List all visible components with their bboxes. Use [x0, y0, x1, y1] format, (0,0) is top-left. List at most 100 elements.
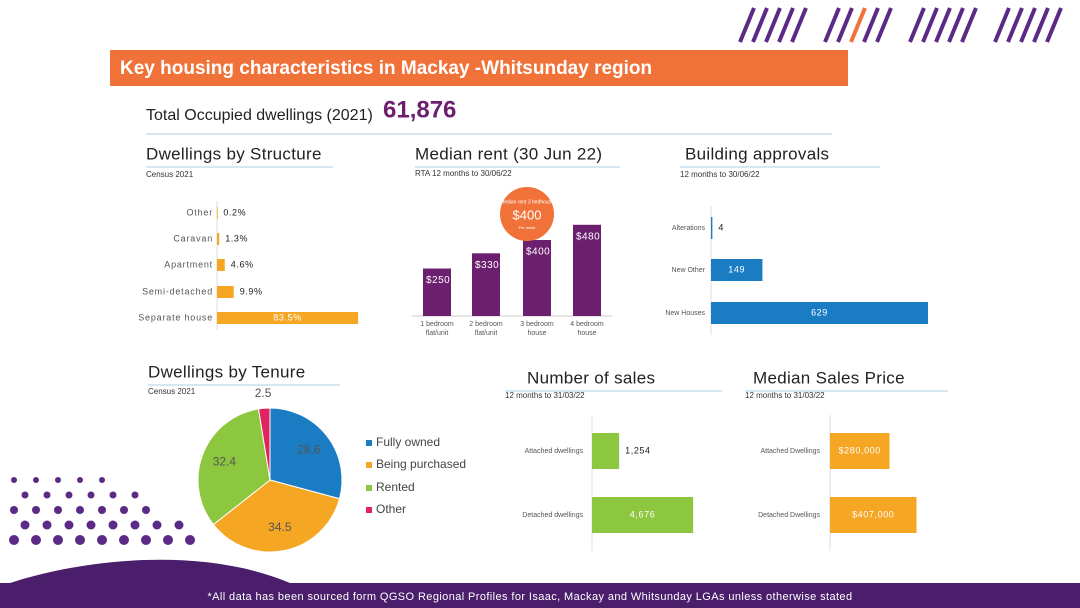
decor-dot — [77, 477, 83, 483]
decor-dot — [9, 535, 19, 545]
category-label: Semi-detached — [142, 286, 213, 296]
decor-stripe — [875, 7, 893, 43]
decor-dot — [119, 535, 129, 545]
footer-text: *All data has been sourced form QGSO Reg… — [208, 591, 853, 603]
legend-swatch — [366, 440, 372, 446]
category-label: Separate house — [138, 312, 213, 322]
legend-label: Being purchased — [376, 457, 466, 471]
value-label: 629 — [811, 307, 828, 317]
decor-dot — [185, 535, 195, 545]
decor-dot — [98, 506, 106, 514]
decor-dot — [42, 520, 52, 530]
bar — [592, 497, 694, 533]
decor-stripe — [1019, 7, 1037, 43]
footer-bar — [0, 583, 1080, 608]
legend-label: Rented — [376, 480, 415, 494]
chart-subtitle: Census 2021 — [148, 387, 196, 396]
decor-dot — [97, 535, 107, 545]
decor-dot — [99, 477, 105, 483]
category-label: New Other — [672, 267, 706, 274]
decor-dot — [20, 520, 30, 530]
value-label: $280,000 — [839, 445, 881, 455]
decor-stripe — [947, 7, 965, 43]
decor-stripe — [764, 7, 782, 43]
decor-stripe — [790, 7, 808, 43]
bar — [711, 217, 713, 239]
title-bar — [110, 50, 848, 86]
decor-dot — [152, 520, 162, 530]
decor-dot — [130, 520, 140, 530]
category-label: Attached dwellings — [525, 448, 584, 455]
chart-subtitle: 12 months to 31/03/22 — [745, 391, 825, 400]
decor-stripe — [960, 7, 978, 43]
value-label: 0.2% — [223, 207, 246, 217]
decor-dot — [75, 535, 85, 545]
decor-stripe — [1032, 7, 1050, 43]
decor-dot — [87, 491, 95, 499]
value-label: $250 — [426, 275, 450, 286]
callout-text: Median rent 3 bedhouse — [500, 199, 554, 205]
value-label: 1,254 — [625, 445, 651, 455]
value-label: 149 — [728, 264, 745, 274]
pie-slice — [269, 407, 343, 500]
bar — [711, 259, 763, 281]
decor-stripe — [1006, 7, 1024, 43]
pie-slice — [197, 408, 271, 526]
chart-subtitle: Census 2021 — [146, 170, 194, 179]
chart-subtitle: 12 months to 30/06/22 — [680, 170, 760, 179]
bar — [711, 302, 929, 324]
value-label: 9.9% — [240, 286, 263, 296]
callout-value: $400 — [513, 207, 542, 222]
value-label: $480 — [576, 231, 600, 242]
decor-stripe — [934, 7, 952, 43]
decor-dot — [11, 477, 17, 483]
pie-slice — [257, 407, 271, 481]
value-label: $407,000 — [852, 509, 894, 519]
chart-title: Median rent (30 Jun 22) — [415, 144, 602, 163]
category-label: 4 bedroom house — [570, 321, 604, 337]
category-label: Attached Dwellings — [760, 448, 820, 455]
value-label: 32.4 — [213, 454, 237, 468]
bar — [472, 253, 500, 316]
decor-curve — [10, 559, 290, 583]
legend-label: Other — [376, 502, 406, 516]
bar — [592, 433, 620, 469]
callout-text: Per week — [519, 225, 536, 230]
category-label: Caravan — [173, 233, 213, 243]
value-label: $330 — [475, 260, 499, 271]
chart-title: Dwellings by Tenure — [148, 362, 306, 381]
decor-dot — [76, 506, 84, 514]
chart-title: Dwellings by Structure — [146, 144, 322, 163]
decor-dot — [32, 506, 40, 514]
category-label: Other — [186, 207, 213, 217]
chart-title: Number of sales — [527, 368, 655, 387]
decor-dot — [10, 506, 18, 514]
category-label: Detached dwellings — [522, 512, 583, 519]
decor-stripe — [921, 7, 939, 43]
bar — [217, 233, 220, 245]
decor-dot — [174, 520, 184, 530]
decor-dot — [141, 535, 151, 545]
bar — [217, 259, 225, 271]
value-label: 4 — [718, 222, 724, 232]
category-label: Apartment — [164, 259, 213, 269]
decor-dot — [64, 520, 74, 530]
decor-dot — [55, 477, 61, 483]
decor-dot — [108, 520, 118, 530]
decor-dot — [43, 491, 51, 499]
decor-stripe — [862, 7, 880, 43]
decor-dot — [120, 506, 128, 514]
category-label: 2 bedroom flat/unit — [469, 321, 503, 337]
legend-swatch — [366, 462, 372, 468]
decor-dot — [21, 491, 29, 499]
chart-title: Median Sales Price — [753, 368, 905, 387]
bar — [830, 433, 890, 469]
decor-dot — [142, 506, 150, 514]
decor-dot — [53, 535, 63, 545]
value-label: 4,676 — [630, 509, 656, 519]
bar — [573, 224, 601, 316]
legend-swatch — [366, 485, 372, 491]
value-label: 34.5 — [268, 520, 292, 534]
